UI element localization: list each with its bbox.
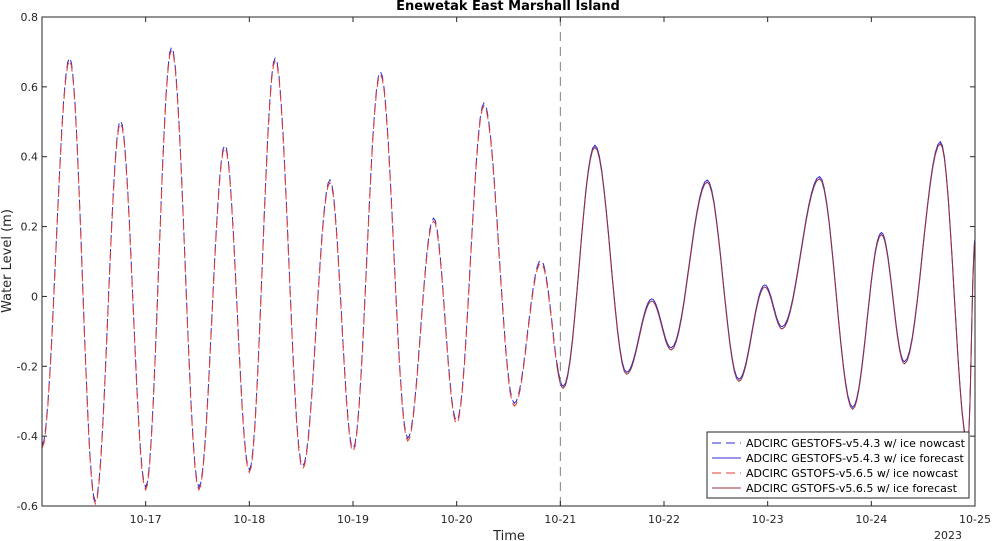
x-tick-label: 10-24 bbox=[855, 513, 887, 526]
x-tick-label: 10-23 bbox=[752, 513, 784, 526]
series-line-4 bbox=[556, 142, 976, 446]
legend-label: ADCIRC GSTOFS-v5.6.5 w/ ice nowcast bbox=[746, 467, 959, 480]
legend-label: ADCIRC GESTOFS-v5.4.3 w/ ice nowcast bbox=[746, 437, 966, 450]
y-tick-label: -0.4 bbox=[17, 430, 38, 443]
legend-box bbox=[706, 431, 970, 499]
x-tick-label: 10-17 bbox=[130, 513, 162, 526]
x-tick-label: 10-19 bbox=[337, 513, 369, 526]
x-tick-label: 10-21 bbox=[544, 513, 576, 526]
y-tick-label: -0.6 bbox=[17, 500, 38, 513]
y-axis-label: Water Level (m) bbox=[0, 209, 15, 313]
legend-label: ADCIRC GESTOFS-v5.4.3 w/ ice forecast bbox=[746, 452, 965, 465]
y-tick-label: 0.6 bbox=[21, 81, 39, 94]
legend-label: ADCIRC GSTOFS-v5.6.5 w/ ice forecast bbox=[746, 482, 958, 495]
x-tick-label: 10-22 bbox=[648, 513, 680, 526]
y-tick-label: 0.2 bbox=[21, 221, 39, 234]
series-line-3 bbox=[41, 48, 564, 506]
year-label: 2023 bbox=[934, 529, 962, 541]
y-tick-label: -0.2 bbox=[17, 360, 38, 373]
y-tick-label: 0 bbox=[31, 290, 38, 303]
x-axis-label: Time bbox=[492, 529, 525, 541]
x-tick-label: 10-18 bbox=[233, 513, 265, 526]
chart-title: Enewetak East Marshall Island bbox=[396, 0, 620, 14]
plot-frame bbox=[41, 16, 976, 507]
plot-area bbox=[42, 17, 975, 506]
y-tick-label: 0.4 bbox=[21, 151, 39, 164]
legend: ADCIRC GESTOFS-v5.4.3 w/ ice nowcast ADCI… bbox=[706, 431, 970, 499]
legend-items: ADCIRC GESTOFS-v5.4.3 w/ ice nowcast ADCI… bbox=[712, 437, 966, 495]
axis-ticks: -0.6 -0.4 -0.2 0 0.2 0.4 0.6 0.8 10-17 10-18 10-19… bbox=[17, 11, 991, 526]
x-tick-label: 10-20 bbox=[441, 513, 473, 526]
series-layer bbox=[41, 45, 976, 506]
x-tick-label: 10-25 bbox=[959, 513, 991, 526]
y-tick-label: 0.8 bbox=[21, 11, 39, 24]
